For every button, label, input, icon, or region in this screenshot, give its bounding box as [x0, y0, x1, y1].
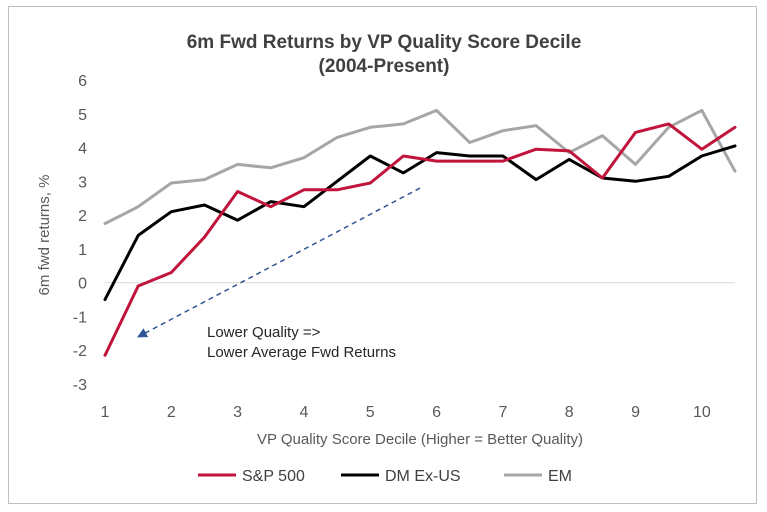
y-tick-label: 2 [78, 208, 87, 225]
y-tick-label: 5 [78, 107, 87, 124]
y-tick-label: -3 [73, 377, 87, 394]
x-tick-label: 8 [565, 404, 574, 421]
y-axis-label: 6m fwd returns, % [36, 175, 53, 296]
series-line-dm-ex-us [103, 144, 737, 302]
x-tick-label: 6 [432, 404, 441, 421]
x-tick-label: 2 [167, 404, 176, 421]
chart-frame [8, 6, 757, 504]
y-tick-label: -1 [73, 309, 87, 326]
x-tick-label: 1 [101, 404, 110, 421]
x-tick-label: 7 [498, 404, 507, 421]
x-tick-label: 9 [631, 404, 640, 421]
x-axis-ticks: 1 2 3 4 5 6 7 8 9 10 [101, 404, 711, 421]
series-line-s-p-500 [103, 122, 737, 357]
series-lines [103, 108, 737, 357]
y-tick-label: -2 [73, 343, 87, 360]
legend-label-dm-ex-us: DM Ex-US [385, 468, 461, 485]
y-tick-label: 6 [78, 73, 87, 90]
y-tick-label: 4 [78, 141, 87, 158]
chart-title: 6m Fwd Returns by VP Quality Score Decil… [187, 32, 582, 53]
y-tick-label: 1 [78, 242, 87, 259]
x-tick-label: 10 [693, 404, 711, 421]
legend-label-s-p-500: S&P 500 [242, 468, 305, 485]
x-axis-label: VP Quality Score Decile (Higher = Better… [257, 431, 583, 448]
y-tick-label: 3 [78, 174, 87, 191]
x-tick-label: 4 [299, 404, 308, 421]
y-tick-label: 0 [78, 276, 87, 293]
annotation-line-1: Lower Quality => [207, 324, 321, 341]
chart-subtitle: (2004-Present) [319, 56, 450, 77]
legend: S&P 500 DM Ex-US EM [198, 468, 572, 485]
y-axis-ticks: 6 5 4 3 2 1 0 -1 -2 -3 [73, 73, 87, 394]
legend-label-em: EM [548, 468, 572, 485]
x-tick-label: 3 [233, 404, 242, 421]
annotation-arrow [137, 187, 421, 338]
annotation-line-2: Lower Average Fwd Returns [207, 344, 396, 361]
series-line-em [103, 108, 737, 226]
x-tick-label: 5 [366, 404, 375, 421]
